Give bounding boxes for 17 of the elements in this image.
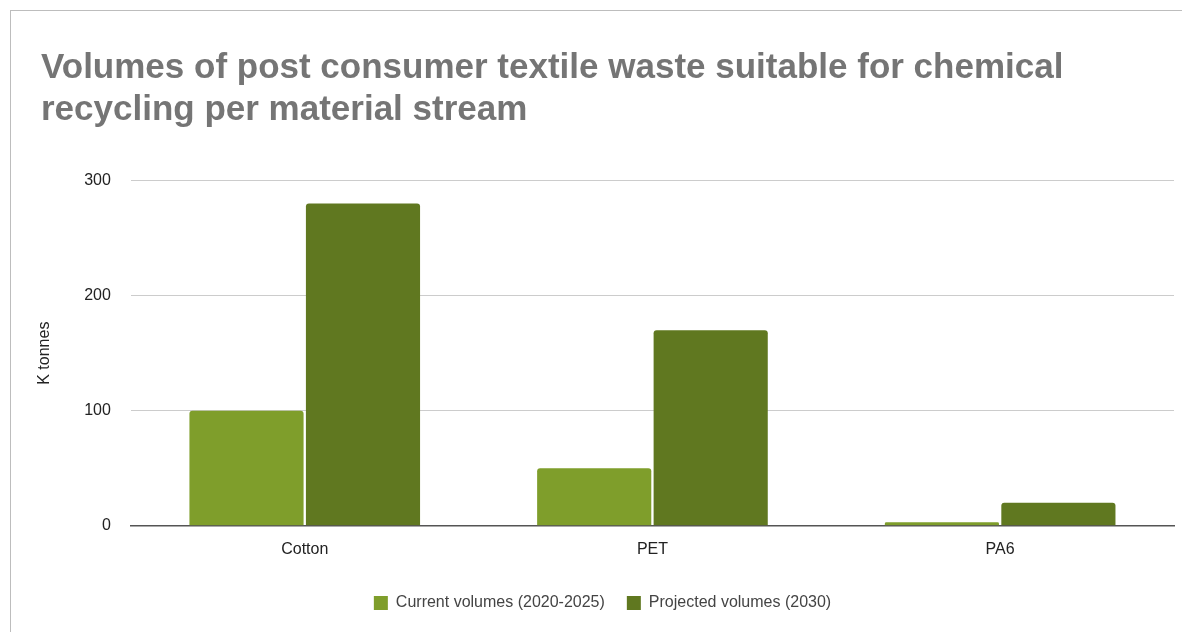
- bar: [189, 410, 304, 526]
- x-tick-label: PET: [636, 539, 669, 557]
- chart-title: Volumes of post consumer textile waste suitable for chemical recycling per material stream: [41, 45, 1065, 129]
- bar: [884, 522, 999, 526]
- bar: [305, 203, 421, 526]
- y-tick-label: 100: [84, 401, 111, 419]
- x-tick-label: PA6: [985, 539, 1015, 557]
- bar: [537, 468, 652, 526]
- y-axis-title: K tonnes: [35, 321, 53, 385]
- bar: [1001, 502, 1116, 526]
- legend-label: Current volumes (2020-2025): [395, 593, 605, 611]
- y-tick-label: 0: [101, 516, 111, 534]
- y-tick-label: 300: [84, 171, 111, 189]
- y-tick-label: 200: [84, 286, 111, 304]
- legend-label: Projected volumes (2030): [648, 593, 832, 611]
- bar: [653, 330, 768, 526]
- x-tick-label: Cotton: [281, 539, 329, 557]
